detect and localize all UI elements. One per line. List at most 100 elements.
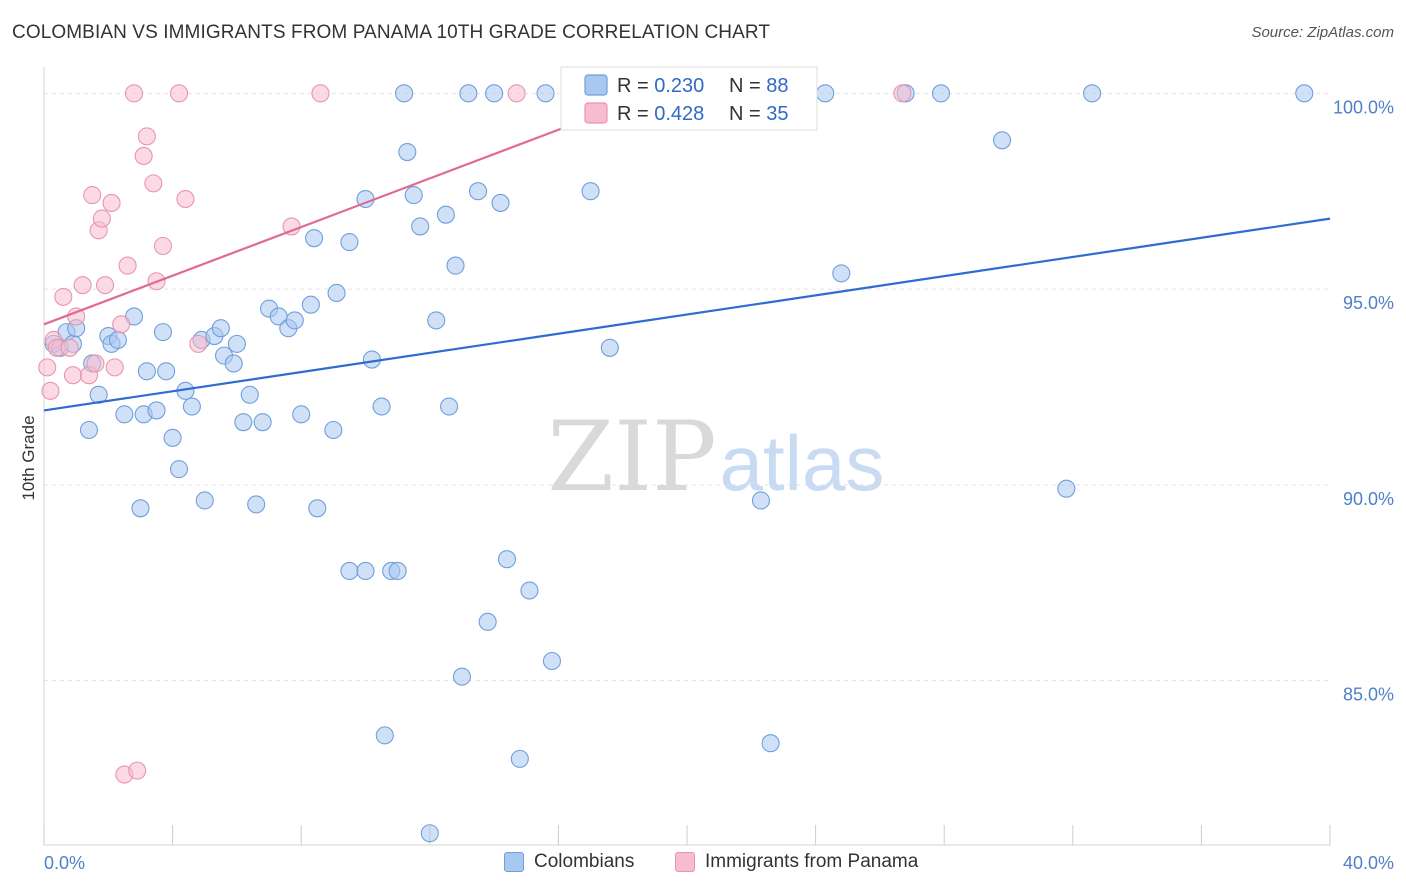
svg-text:N = 88: N = 88 [729, 75, 789, 97]
stats-swatch-panama [584, 102, 608, 124]
data-point-panama [102, 193, 121, 212]
stats-r-label: R = [617, 103, 654, 125]
data-point-colombians [1083, 84, 1102, 103]
y-tick-label: 95.0% [1343, 293, 1394, 313]
data-point-colombians [411, 217, 430, 236]
data-point-colombians [931, 84, 951, 103]
data-point-colombians [131, 499, 150, 518]
data-point-colombians [247, 495, 266, 514]
data-point-colombians [440, 397, 459, 416]
data-point-panama [38, 358, 57, 377]
stats-r-label: R = [617, 75, 654, 97]
stats-swatch-colombians [584, 74, 608, 96]
x-tick-label-max: 40.0% [1343, 853, 1394, 873]
data-point-colombians [153, 323, 173, 342]
watermark-atlas: atlas [720, 419, 885, 507]
data-point-colombians [340, 561, 359, 581]
stats-n-label: N = [729, 75, 766, 97]
data-point-colombians [292, 405, 311, 424]
data-point-colombians [520, 581, 539, 600]
data-point-colombians [816, 84, 835, 103]
series-legend: Colombians Immigrants from Panama [0, 851, 1406, 877]
grid-lines [44, 92, 1330, 682]
data-point-colombians [395, 84, 414, 103]
data-point-panama [176, 189, 195, 209]
legend-item-panama[interactable]: Immigrants from Panama [675, 851, 918, 873]
stats-n-value: 88 [766, 75, 788, 97]
data-point-panama [893, 84, 912, 103]
data-point-colombians [147, 401, 166, 420]
legend-swatch-panama [675, 852, 695, 872]
data-point-colombians [240, 385, 259, 404]
data-point-colombians [327, 283, 346, 303]
chart-title: COLOMBIAN VS IMMIGRANTS FROM PANAMA 10TH… [12, 22, 771, 43]
data-point-colombians [497, 550, 517, 569]
data-point-colombians [137, 362, 156, 381]
data-point-colombians [182, 397, 201, 416]
data-point-colombians [79, 420, 99, 440]
stats-n-value: 35 [766, 103, 788, 125]
data-point-colombians [510, 749, 529, 768]
data-point-colombians [491, 193, 510, 212]
data-point-colombians [234, 413, 253, 432]
trend-line-colombians [43, 217, 1331, 412]
data-point-colombians [115, 405, 134, 424]
data-point-colombians [157, 362, 176, 381]
legend-item-colombians[interactable]: Colombians [504, 851, 634, 873]
panama-points [38, 84, 912, 784]
data-point-colombians [600, 338, 619, 357]
legend-label-colombians: Colombians [534, 851, 635, 872]
data-point-colombians [308, 499, 327, 518]
data-point-colombians [169, 460, 189, 479]
watermark: ZIP atlas [547, 401, 884, 513]
data-point-colombians [478, 612, 497, 631]
source-label: Source: ZipAtlas.com [1251, 24, 1394, 41]
data-point-panama [63, 366, 82, 385]
data-point-colombians [468, 182, 488, 201]
data-point-colombians [536, 84, 555, 103]
y-tick-label: 100.0% [1333, 97, 1394, 117]
data-point-colombians [285, 311, 304, 330]
trend-line-panama [43, 92, 656, 326]
data-point-colombians [398, 142, 417, 162]
data-point-colombians [224, 354, 243, 373]
data-point-colombians [452, 667, 472, 686]
data-point-colombians [227, 334, 246, 353]
stats-r-value: 0.428 [654, 103, 704, 125]
data-point-colombians [301, 295, 320, 314]
data-point-colombians [993, 131, 1012, 150]
data-point-panama [144, 174, 163, 193]
data-point-panama [41, 381, 60, 400]
data-point-colombians [404, 186, 423, 205]
data-point-colombians [751, 491, 770, 510]
axes [43, 67, 1331, 846]
data-point-panama [189, 334, 208, 353]
stats-legend: R = 0.230 N = 88 R = 0.428 N = 35 [560, 66, 818, 131]
data-point-colombians [427, 311, 446, 330]
y-axis-title: 10th Grade [19, 415, 38, 500]
data-point-colombians [305, 229, 324, 248]
data-point-colombians [211, 319, 230, 338]
data-point-colombians [459, 84, 478, 103]
data-point-panama [92, 209, 111, 228]
data-point-panama [60, 338, 79, 357]
data-point-panama [128, 761, 147, 780]
data-point-colombians [446, 256, 465, 275]
legend-swatch-colombians [504, 852, 524, 872]
x-tick-label-min: 0.0% [44, 853, 85, 873]
data-point-panama [73, 276, 92, 295]
data-point-colombians [372, 397, 391, 416]
data-point-colombians [832, 264, 851, 283]
data-point-colombians [485, 84, 504, 103]
svg-text:N = 35: N = 35 [729, 103, 789, 125]
data-point-colombians [1295, 84, 1314, 103]
data-point-panama [105, 358, 124, 377]
data-point-colombians [356, 561, 375, 581]
data-point-colombians [761, 734, 780, 753]
data-point-panama [54, 287, 73, 306]
data-point-colombians [195, 491, 214, 510]
trend-lines [43, 92, 1331, 412]
data-point-colombians [581, 182, 600, 201]
data-point-colombians [388, 561, 407, 581]
